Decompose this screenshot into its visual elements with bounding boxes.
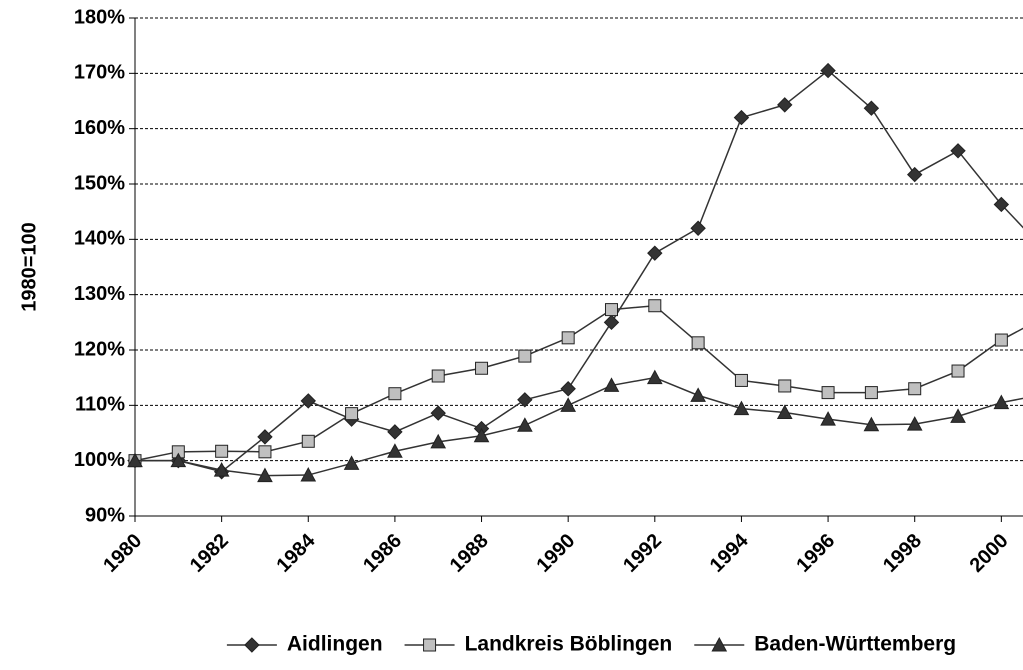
y-axis-label: 1980=100 [18, 222, 40, 312]
y-tick-label: 90% [85, 504, 125, 526]
data-point [258, 445, 272, 459]
data-point [561, 331, 575, 345]
data-point [733, 400, 750, 416]
data-point [387, 443, 403, 458]
data-point [993, 394, 1010, 410]
data-point [993, 196, 1010, 213]
y-tick-label: 120% [74, 338, 125, 360]
data-point [820, 411, 836, 426]
data-point [517, 392, 533, 408]
y-tick-label: 110% [75, 394, 125, 416]
data-point [690, 387, 706, 402]
data-point [647, 245, 663, 261]
data-point [170, 452, 187, 468]
plot-area [127, 62, 1023, 483]
x-tick-label: 2000 [966, 530, 1013, 577]
data-point [863, 416, 880, 432]
data-point [475, 361, 489, 375]
data-point [863, 100, 880, 116]
data-point [430, 433, 447, 449]
x-tick-label: 1988 [446, 530, 493, 577]
legend-marker [423, 638, 437, 652]
x-tick-label: 1986 [359, 530, 406, 577]
legend-item: Aidlingen [226, 633, 383, 656]
x-tick-label: 1982 [186, 530, 233, 577]
data-point [733, 109, 750, 126]
legend-marker [244, 637, 260, 653]
data-point [387, 424, 403, 440]
x-tick-label: 1994 [706, 529, 754, 577]
data-point [908, 382, 922, 396]
data-point [430, 405, 446, 421]
legend-label: Baden-Württemberg [754, 633, 956, 656]
legend-marker [711, 636, 728, 652]
y-tick-label: 150% [74, 172, 125, 194]
data-point [343, 455, 360, 470]
data-point [778, 379, 792, 393]
data-point [257, 467, 273, 483]
data-point [431, 369, 445, 383]
y-tick-label: 100% [74, 449, 125, 471]
data-point [517, 417, 533, 432]
data-point [994, 333, 1008, 347]
legend-label: Landkreis Böblingen [465, 633, 673, 656]
legend-item: Landkreis Böblingen [404, 633, 673, 656]
x-tick-label: 1990 [532, 530, 579, 577]
y-tick-label: 140% [74, 228, 125, 250]
y-tick-label: 130% [74, 283, 125, 305]
x-tick-label: 1992 [619, 530, 666, 577]
data-point [864, 386, 878, 400]
data-point [734, 373, 748, 387]
data-point [300, 393, 316, 409]
legend-item: Baden-Württemberg [694, 633, 956, 656]
x-tick-label: 1998 [879, 530, 926, 577]
data-point [560, 397, 577, 412]
data-point [604, 303, 618, 317]
series-line [135, 376, 1023, 477]
data-point [820, 62, 836, 79]
series-line [135, 69, 1023, 473]
x-tick-label: 1980 [99, 530, 146, 577]
data-point [821, 386, 835, 400]
data-point [906, 416, 923, 431]
data-point [473, 427, 490, 443]
data-point [648, 299, 662, 313]
data-point [603, 314, 620, 331]
data-point [215, 444, 229, 458]
data-point [127, 452, 143, 468]
data-point [691, 336, 705, 350]
data-point [776, 404, 793, 420]
data-point [345, 407, 359, 421]
data-point [646, 369, 663, 385]
data-point [257, 429, 273, 445]
data-point [388, 387, 402, 401]
data-point [518, 349, 532, 363]
legend-label: Aidlingen [287, 633, 383, 656]
data-point [301, 434, 315, 448]
data-point [906, 166, 923, 183]
data-point [690, 220, 706, 236]
data-point [950, 143, 966, 159]
data-point [951, 364, 965, 378]
data-point [777, 97, 793, 113]
series-line [134, 304, 1023, 462]
y-tick-label: 160% [74, 117, 125, 139]
data-point [603, 377, 620, 392]
data-point [213, 462, 230, 477]
x-tick-label: 1996 [792, 530, 839, 577]
data-point [950, 408, 966, 423]
data-point [300, 466, 317, 482]
y-tick-label: 180% [74, 6, 125, 28]
y-tick-label: 170% [74, 62, 125, 84]
data-point [560, 381, 576, 397]
x-tick-label: 1984 [273, 529, 321, 577]
